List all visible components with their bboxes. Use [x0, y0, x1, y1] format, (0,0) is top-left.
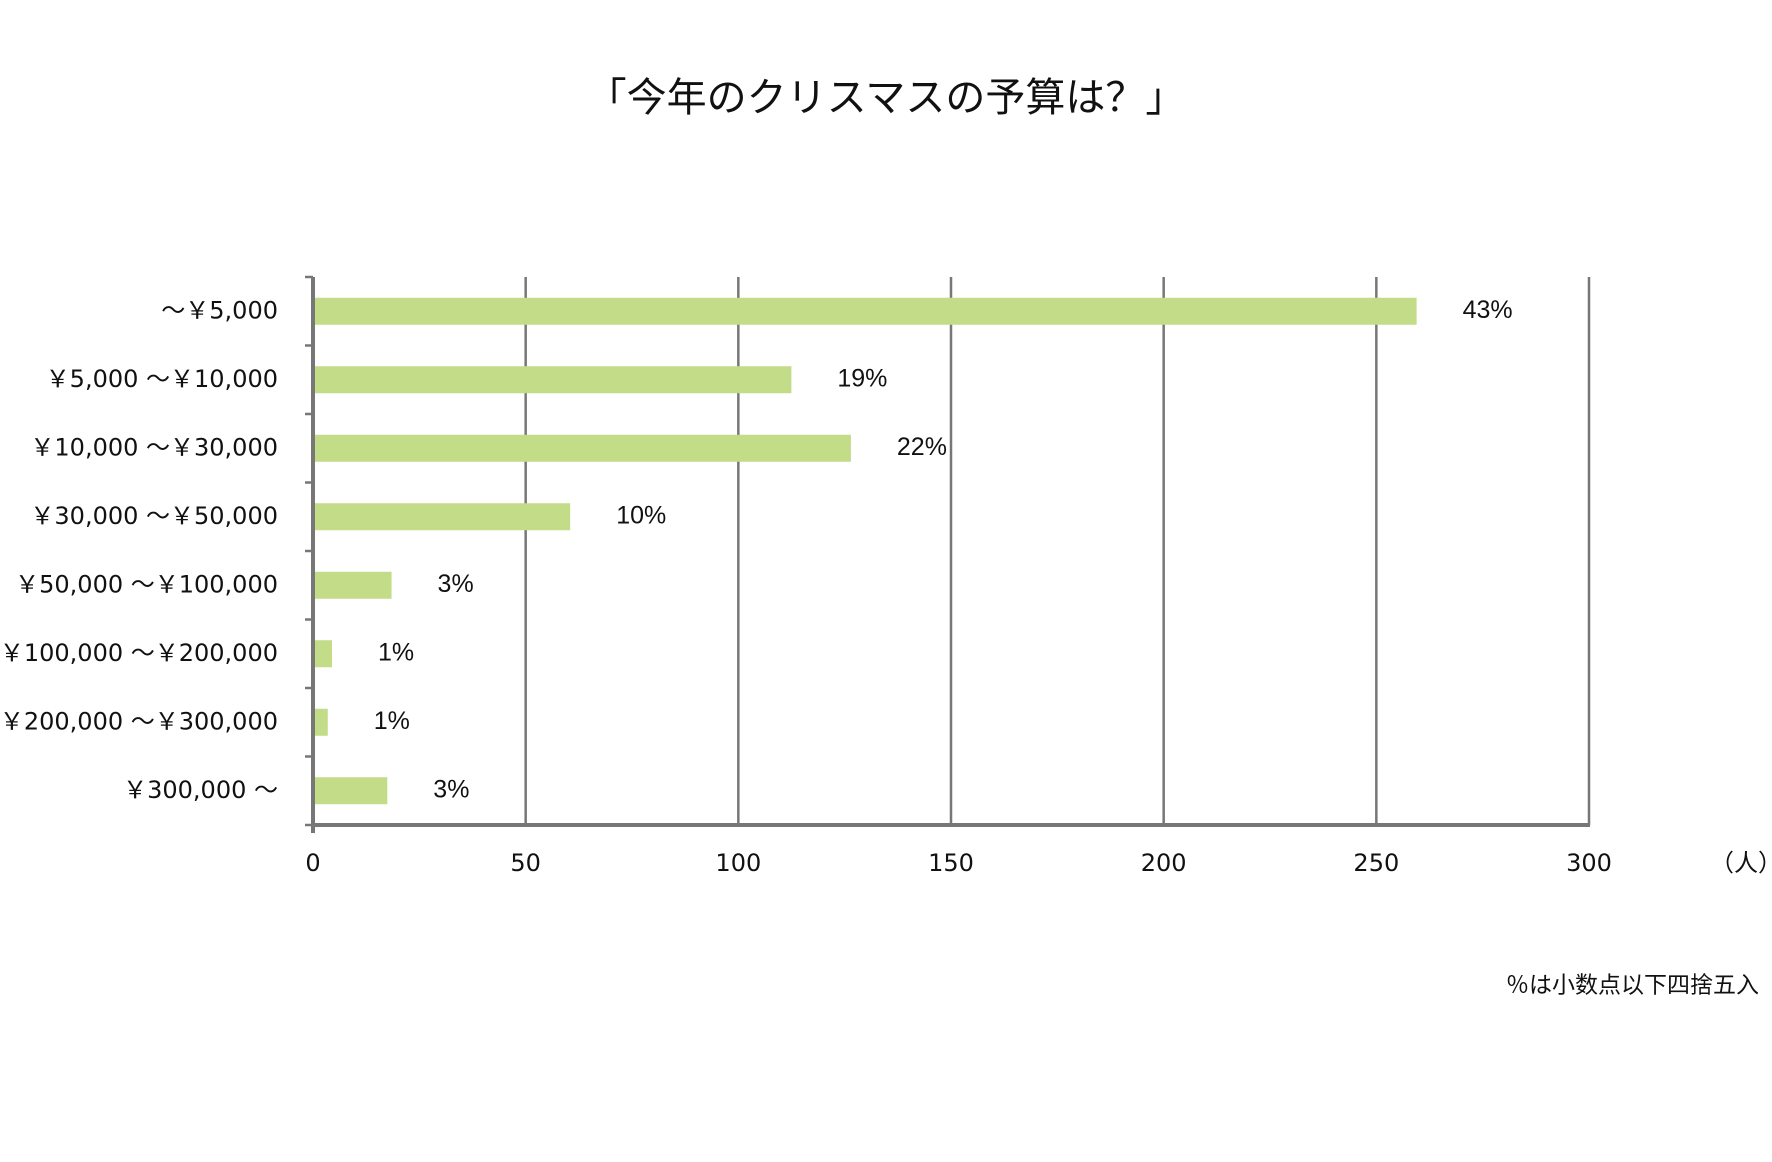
- x-tick-label: 100: [715, 849, 761, 877]
- y-tick-label: ￥30,000 ～￥50,000: [30, 502, 278, 530]
- bar: [315, 708, 328, 736]
- value-label: 10%: [616, 501, 666, 529]
- y-tick-label: ￥10,000 ～￥30,000: [30, 433, 278, 461]
- x-tick-label: 0: [305, 849, 320, 877]
- bar: [315, 434, 851, 462]
- y-tick-label: ￥50,000 ～￥100,000: [15, 570, 278, 598]
- y-tick-label: ～￥5,000: [161, 296, 278, 324]
- value-label: 1%: [378, 638, 414, 666]
- x-tick-label: 250: [1353, 849, 1399, 877]
- bar: [315, 297, 1417, 325]
- bar: [315, 777, 388, 805]
- value-label: 1%: [374, 707, 410, 735]
- x-tick-label: 200: [1141, 849, 1187, 877]
- y-tick-label: ￥200,000 ～￥300,000: [0, 707, 278, 735]
- x-tick-label: 300: [1566, 849, 1612, 877]
- bar: [315, 571, 392, 599]
- bar: [315, 503, 571, 531]
- value-label: 22%: [897, 433, 947, 461]
- value-label: 3%: [433, 775, 469, 803]
- value-label: 3%: [438, 570, 474, 598]
- footnote: ％は小数点以下四捨五入: [1506, 973, 1759, 999]
- value-label: 19%: [837, 364, 887, 392]
- y-tick-label: ￥100,000 ～￥200,000: [0, 639, 278, 667]
- y-tick-label: ￥5,000 ～￥10,000: [46, 365, 278, 393]
- axis-unit: （人）: [1710, 849, 1772, 877]
- bar: [315, 366, 792, 394]
- value-label: 43%: [1463, 296, 1513, 324]
- bar: [315, 640, 333, 668]
- x-tick-label: 50: [510, 849, 541, 877]
- x-tick-label: 150: [928, 849, 974, 877]
- y-tick-label: ￥300,000 ～: [123, 776, 278, 804]
- chart-title: 「今年のクリスマスの予算は？」: [587, 75, 1186, 121]
